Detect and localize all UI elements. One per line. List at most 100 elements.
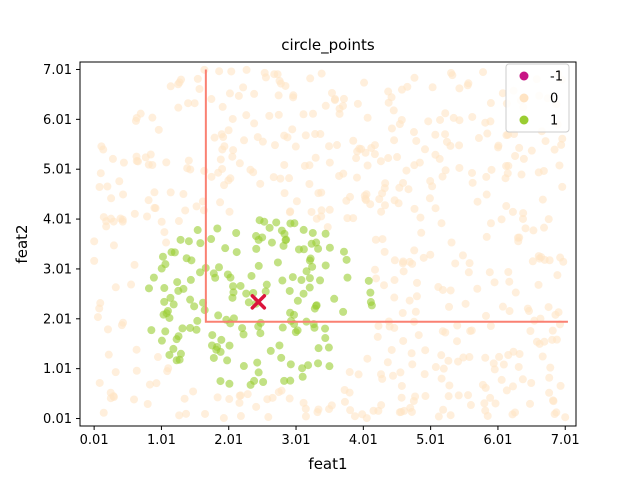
y-tick-label: 7.01	[43, 63, 72, 78]
y-axis: 0.01 1.01 2.01 3.01 4.01 5.01 6.01 7.01	[43, 63, 80, 427]
data-point-class-1	[273, 258, 282, 267]
data-point-class-0	[380, 281, 389, 290]
data-point-class-1	[312, 301, 321, 310]
data-point-class-0	[411, 392, 420, 401]
data-point-class-0	[132, 366, 141, 375]
data-point-class-0	[486, 99, 495, 108]
data-point-class-1	[144, 284, 153, 293]
data-point-class-0	[455, 141, 464, 150]
data-point-class-0	[439, 364, 448, 373]
legend-marker	[519, 71, 529, 81]
data-point-class-0	[213, 393, 222, 402]
data-point-class-0	[249, 168, 258, 177]
y-tick-label: 5.01	[43, 163, 72, 178]
data-point-class-0	[229, 146, 238, 155]
data-point-class-0	[447, 238, 456, 247]
data-point-class-1	[286, 219, 295, 228]
data-point-class-0	[109, 241, 118, 250]
data-point-class-0	[220, 181, 229, 190]
data-point-class-0	[536, 314, 545, 323]
data-point-class-0	[335, 104, 344, 113]
data-point-class-0	[377, 207, 386, 216]
data-point-class-0	[111, 283, 120, 292]
data-point-class-0	[377, 401, 386, 410]
data-point-class-0	[416, 213, 425, 222]
x-axis: 0.01 1.01 2.01 3.01 4.01 5.01 6.01 7.01	[80, 426, 580, 448]
data-point-class-1	[267, 238, 276, 247]
data-point-class-0	[301, 404, 310, 413]
data-point-class-0	[236, 412, 245, 421]
data-point-class-0	[216, 198, 225, 207]
data-point-class-0	[511, 152, 520, 161]
data-point-class-0	[157, 217, 166, 226]
data-point-class-0	[216, 155, 225, 164]
data-point-class-0	[307, 207, 316, 216]
data-point-class-1	[178, 324, 187, 333]
data-point-class-0	[446, 411, 455, 420]
legend-label: 1	[550, 114, 558, 129]
data-point-class-0	[118, 215, 127, 224]
data-point-class-0	[352, 154, 361, 163]
data-point-class-1	[298, 372, 307, 381]
data-point-class-0	[508, 410, 517, 419]
data-point-class-1	[277, 353, 286, 362]
data-point-class-0	[485, 268, 494, 277]
data-point-class-0	[558, 134, 567, 143]
data-point-class-1	[342, 255, 351, 264]
data-point-class-1	[364, 276, 373, 285]
data-point-class-1	[321, 334, 330, 343]
data-point-class-0	[378, 235, 387, 244]
data-point-class-0	[317, 69, 326, 78]
data-point-class-0	[265, 111, 274, 120]
data-point-class-0	[349, 136, 358, 145]
data-point-class-0	[495, 352, 504, 361]
data-point-class-0	[182, 409, 191, 418]
data-point-class-0	[415, 158, 424, 167]
data-point-class-0	[384, 154, 393, 163]
data-point-class-0	[556, 381, 565, 390]
data-point-class-1	[244, 298, 253, 307]
data-point-class-1	[225, 379, 234, 388]
data-point-class-0	[545, 388, 554, 397]
data-point-class-0	[226, 174, 235, 183]
data-point-class-0	[519, 154, 528, 163]
data-point-class-0	[286, 207, 295, 216]
data-point-class-1	[209, 269, 218, 278]
data-point-class-0	[482, 232, 491, 241]
data-point-class-1	[225, 341, 234, 350]
data-point-class-1	[228, 293, 237, 302]
data-point-class-0	[225, 395, 234, 404]
data-point-class-0	[234, 91, 243, 100]
data-point-class-0	[340, 386, 349, 395]
data-point-class-0	[127, 280, 136, 289]
data-point-class-0	[90, 256, 99, 265]
data-point-class-0	[99, 145, 108, 154]
y-tick-label: 1.01	[43, 362, 72, 377]
data-point-class-0	[441, 109, 450, 118]
data-point-class-0	[420, 370, 429, 379]
legend-marker	[519, 115, 529, 125]
data-point-class-0	[346, 406, 355, 415]
data-point-class-0	[431, 150, 440, 159]
data-point-class-0	[486, 321, 495, 330]
data-point-class-0	[504, 161, 513, 170]
data-point-class-0	[350, 412, 359, 421]
data-point-class-1	[299, 289, 308, 298]
data-point-class-1	[207, 235, 216, 244]
data-point-class-0	[420, 145, 429, 154]
data-point-class-0	[273, 70, 282, 79]
data-point-class-1	[239, 362, 248, 371]
data-point-class-0	[306, 74, 315, 83]
data-point-class-1	[160, 297, 169, 306]
data-point-class-1	[297, 275, 306, 284]
data-point-class-1	[280, 376, 289, 385]
x-tick-label: 6.01	[483, 433, 512, 448]
data-point-class-0	[317, 188, 326, 197]
data-point-class-0	[99, 408, 108, 417]
data-point-class-0	[481, 118, 490, 127]
data-point-class-0	[518, 375, 527, 384]
data-point-class-0	[200, 166, 209, 175]
data-point-class-0	[190, 99, 199, 108]
data-point-class-0	[179, 190, 188, 199]
data-point-class-1	[314, 359, 323, 368]
